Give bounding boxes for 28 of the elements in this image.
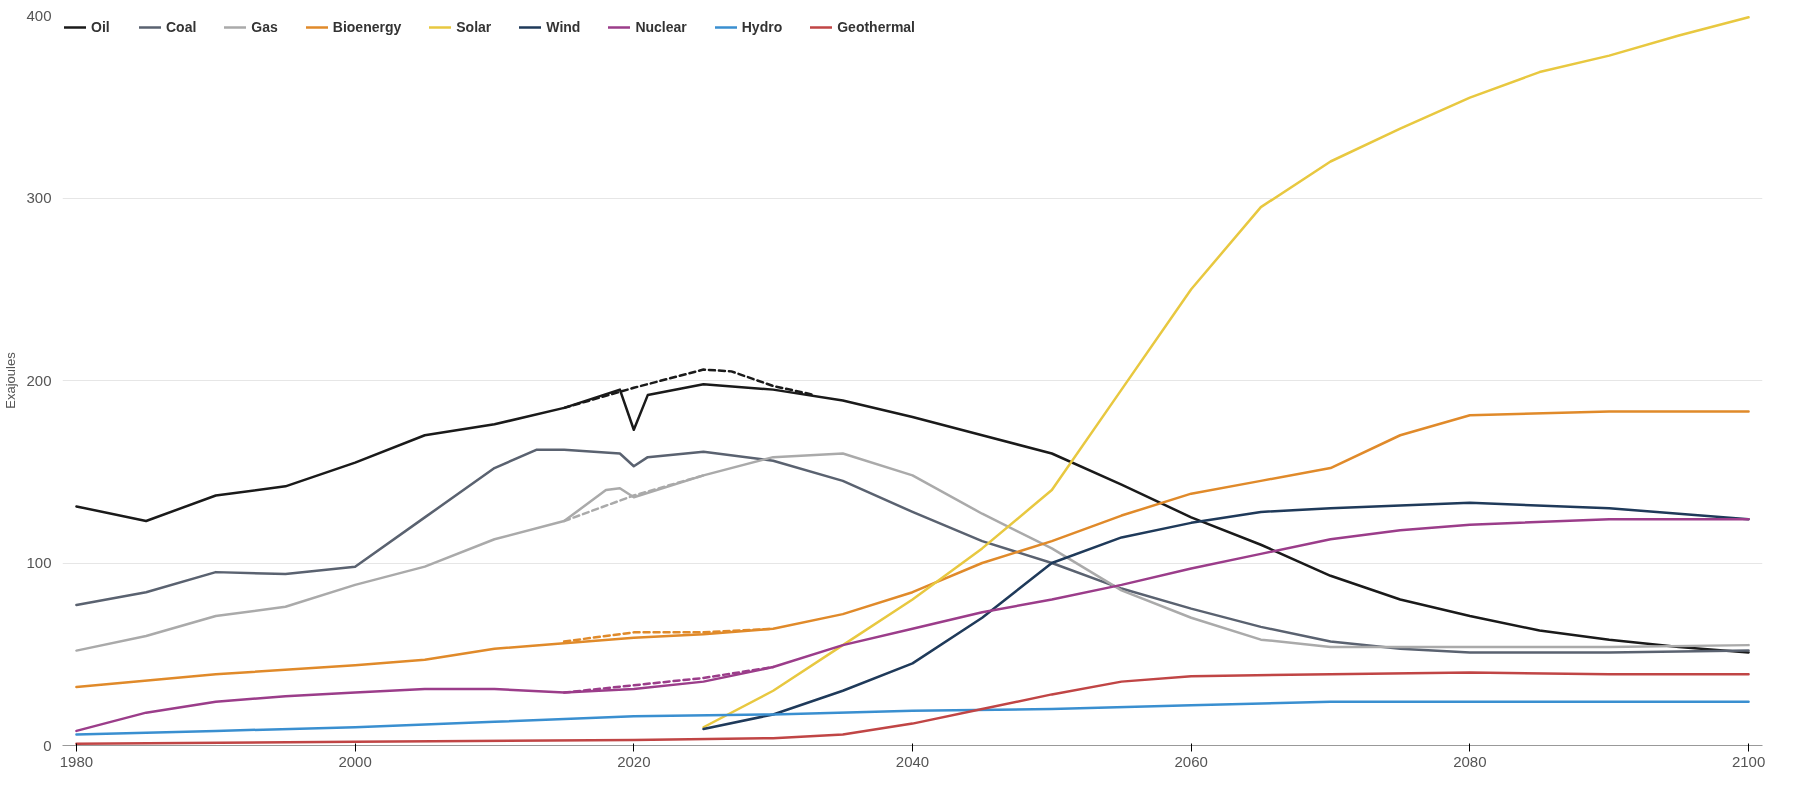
y-tick-label: 0 (43, 736, 52, 754)
x-tick-label: 2080 (1453, 752, 1487, 770)
legend-label: Oil (91, 19, 111, 35)
legend-label: Geothermal (837, 19, 916, 35)
y-tick-label: 200 (26, 371, 52, 389)
x-tick-label: 2040 (895, 752, 930, 770)
x-tick-label: 2020 (617, 752, 651, 770)
line-series (75, 700, 1750, 736)
line-series (75, 671, 1750, 745)
legend-label: Nuclear (635, 19, 687, 35)
legend-label: Hydro (741, 19, 783, 35)
x-tick-label: 1980 (59, 752, 94, 770)
legend-label: Gas (251, 19, 278, 35)
x-tick-label: 2060 (1174, 752, 1208, 770)
y-tick-label: 100 (26, 554, 52, 571)
y-axis-title: Exajoules (3, 351, 19, 409)
legend-label: Wind (546, 19, 581, 35)
x-tick-label: 2100 (1731, 752, 1766, 770)
x-tick-label: 2000 (338, 752, 372, 770)
legend-label: Solar (456, 19, 492, 35)
line-series (562, 665, 775, 694)
legend-label: Bioenergy (332, 19, 402, 35)
line-series (702, 16, 1750, 729)
y-tick-label: 300 (26, 189, 52, 206)
line-series (75, 410, 1750, 689)
line-series (75, 517, 1750, 733)
y-tick-label: 400 (26, 6, 52, 24)
legend-label: Coal (166, 19, 197, 35)
